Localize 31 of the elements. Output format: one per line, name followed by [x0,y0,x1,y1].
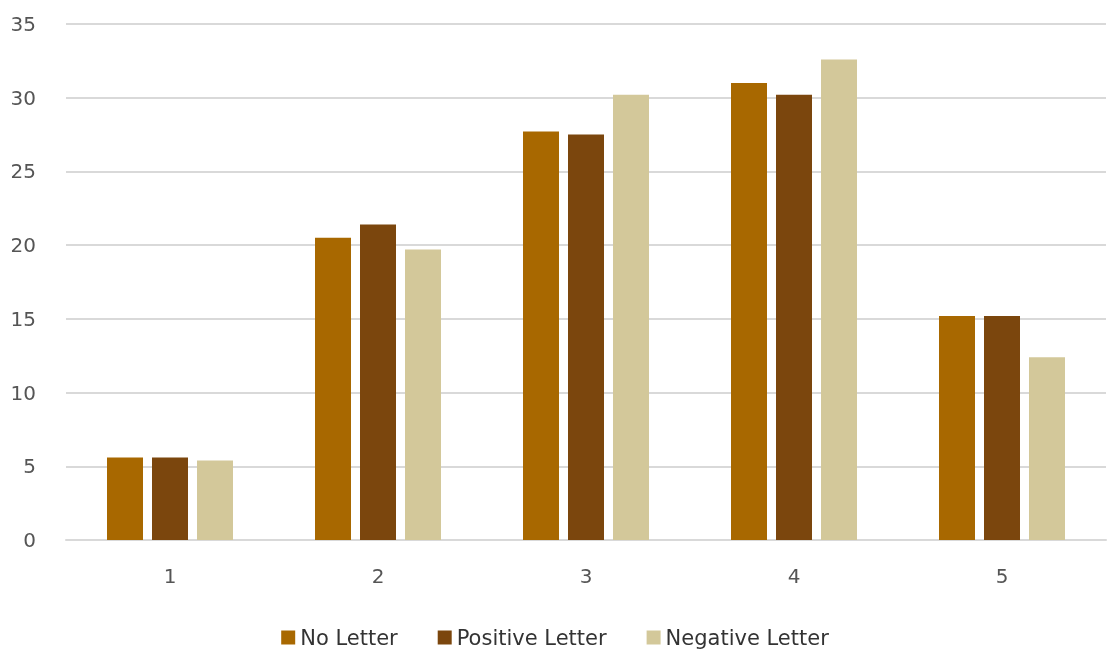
bar [197,460,233,540]
bar [613,94,649,540]
bar [152,457,188,540]
bar [939,315,975,540]
y-tick-label: 5 [23,454,36,479]
bar [360,224,396,540]
y-tick-label: 25 [10,159,36,184]
y-tick-label: 20 [10,233,36,258]
bar [821,59,857,540]
x-tick-label: 4 [787,564,801,588]
bar [315,237,351,540]
y-tick-label: 0 [23,528,36,552]
x-tick-label: 2 [371,564,385,588]
y-tick-label: 35 [10,12,36,36]
x-tick-label: 1 [163,564,177,588]
legend-label: No Letter [300,625,399,650]
bar [568,134,604,540]
legend-label: Positive Letter [456,625,607,650]
bar [107,457,143,540]
bar [984,315,1020,540]
bar [523,131,559,540]
y-tick-label: 10 [10,380,36,405]
bar [776,94,812,540]
bar [731,82,767,540]
legend-label: Negative Letter [665,625,830,650]
bar [405,249,441,540]
y-tick-label: 30 [10,85,36,110]
bar [1029,357,1065,540]
x-tick-label: 5 [995,564,1009,588]
y-tick-label: 15 [10,306,36,331]
x-tick-label: 3 [579,564,593,588]
